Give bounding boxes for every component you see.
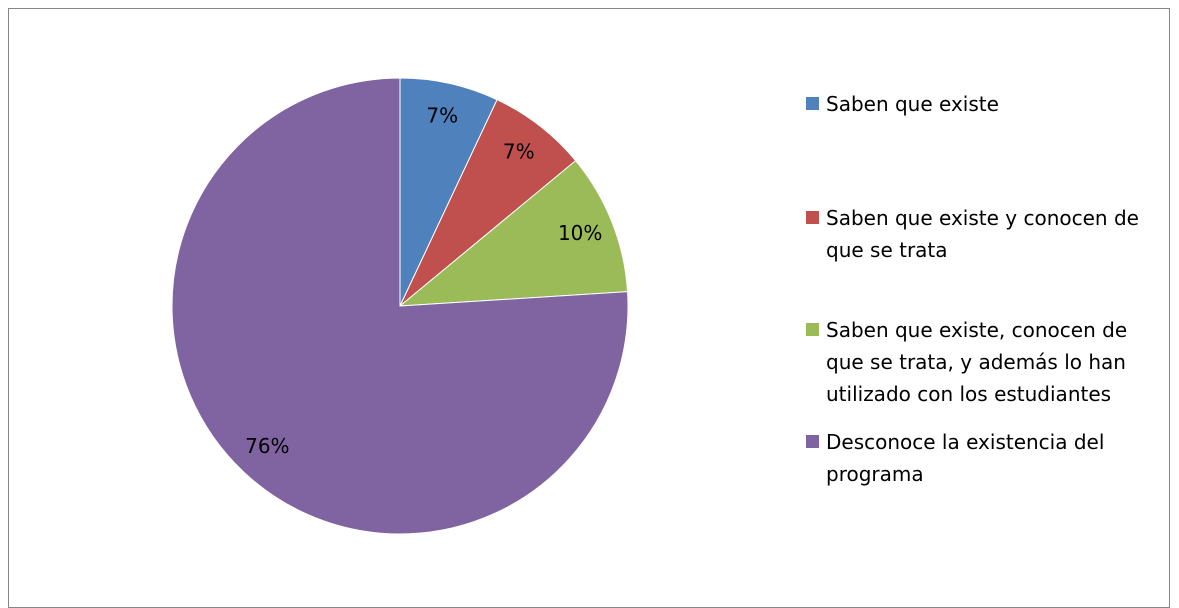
legend-swatch xyxy=(806,435,819,448)
pie-slice xyxy=(398,159,629,307)
legend-entry: Saben que existe, conocen de que se trat… xyxy=(806,314,1156,410)
data-label: 10% xyxy=(558,221,602,245)
data-label: 7% xyxy=(426,103,458,127)
legend-swatch xyxy=(806,97,819,110)
legend-label: Saben que existe xyxy=(826,92,999,116)
legend-label: Saben que existe, conocen de que se trat… xyxy=(826,318,1128,406)
legend-swatch xyxy=(806,211,819,224)
legend-label: Desconoce la existencia del programa xyxy=(826,430,1105,486)
pie-slice xyxy=(171,77,629,535)
legend-swatch xyxy=(806,323,819,336)
data-label: 76% xyxy=(245,434,289,458)
legend-entry: Desconoce la existencia del programa xyxy=(806,426,1156,490)
legend-entry: Saben que existe xyxy=(806,88,1156,120)
legend-label: Saben que existe y conocen de que se tra… xyxy=(826,206,1139,262)
legend-entry: Saben que existe y conocen de que se tra… xyxy=(806,202,1156,266)
data-label: 7% xyxy=(503,139,535,163)
